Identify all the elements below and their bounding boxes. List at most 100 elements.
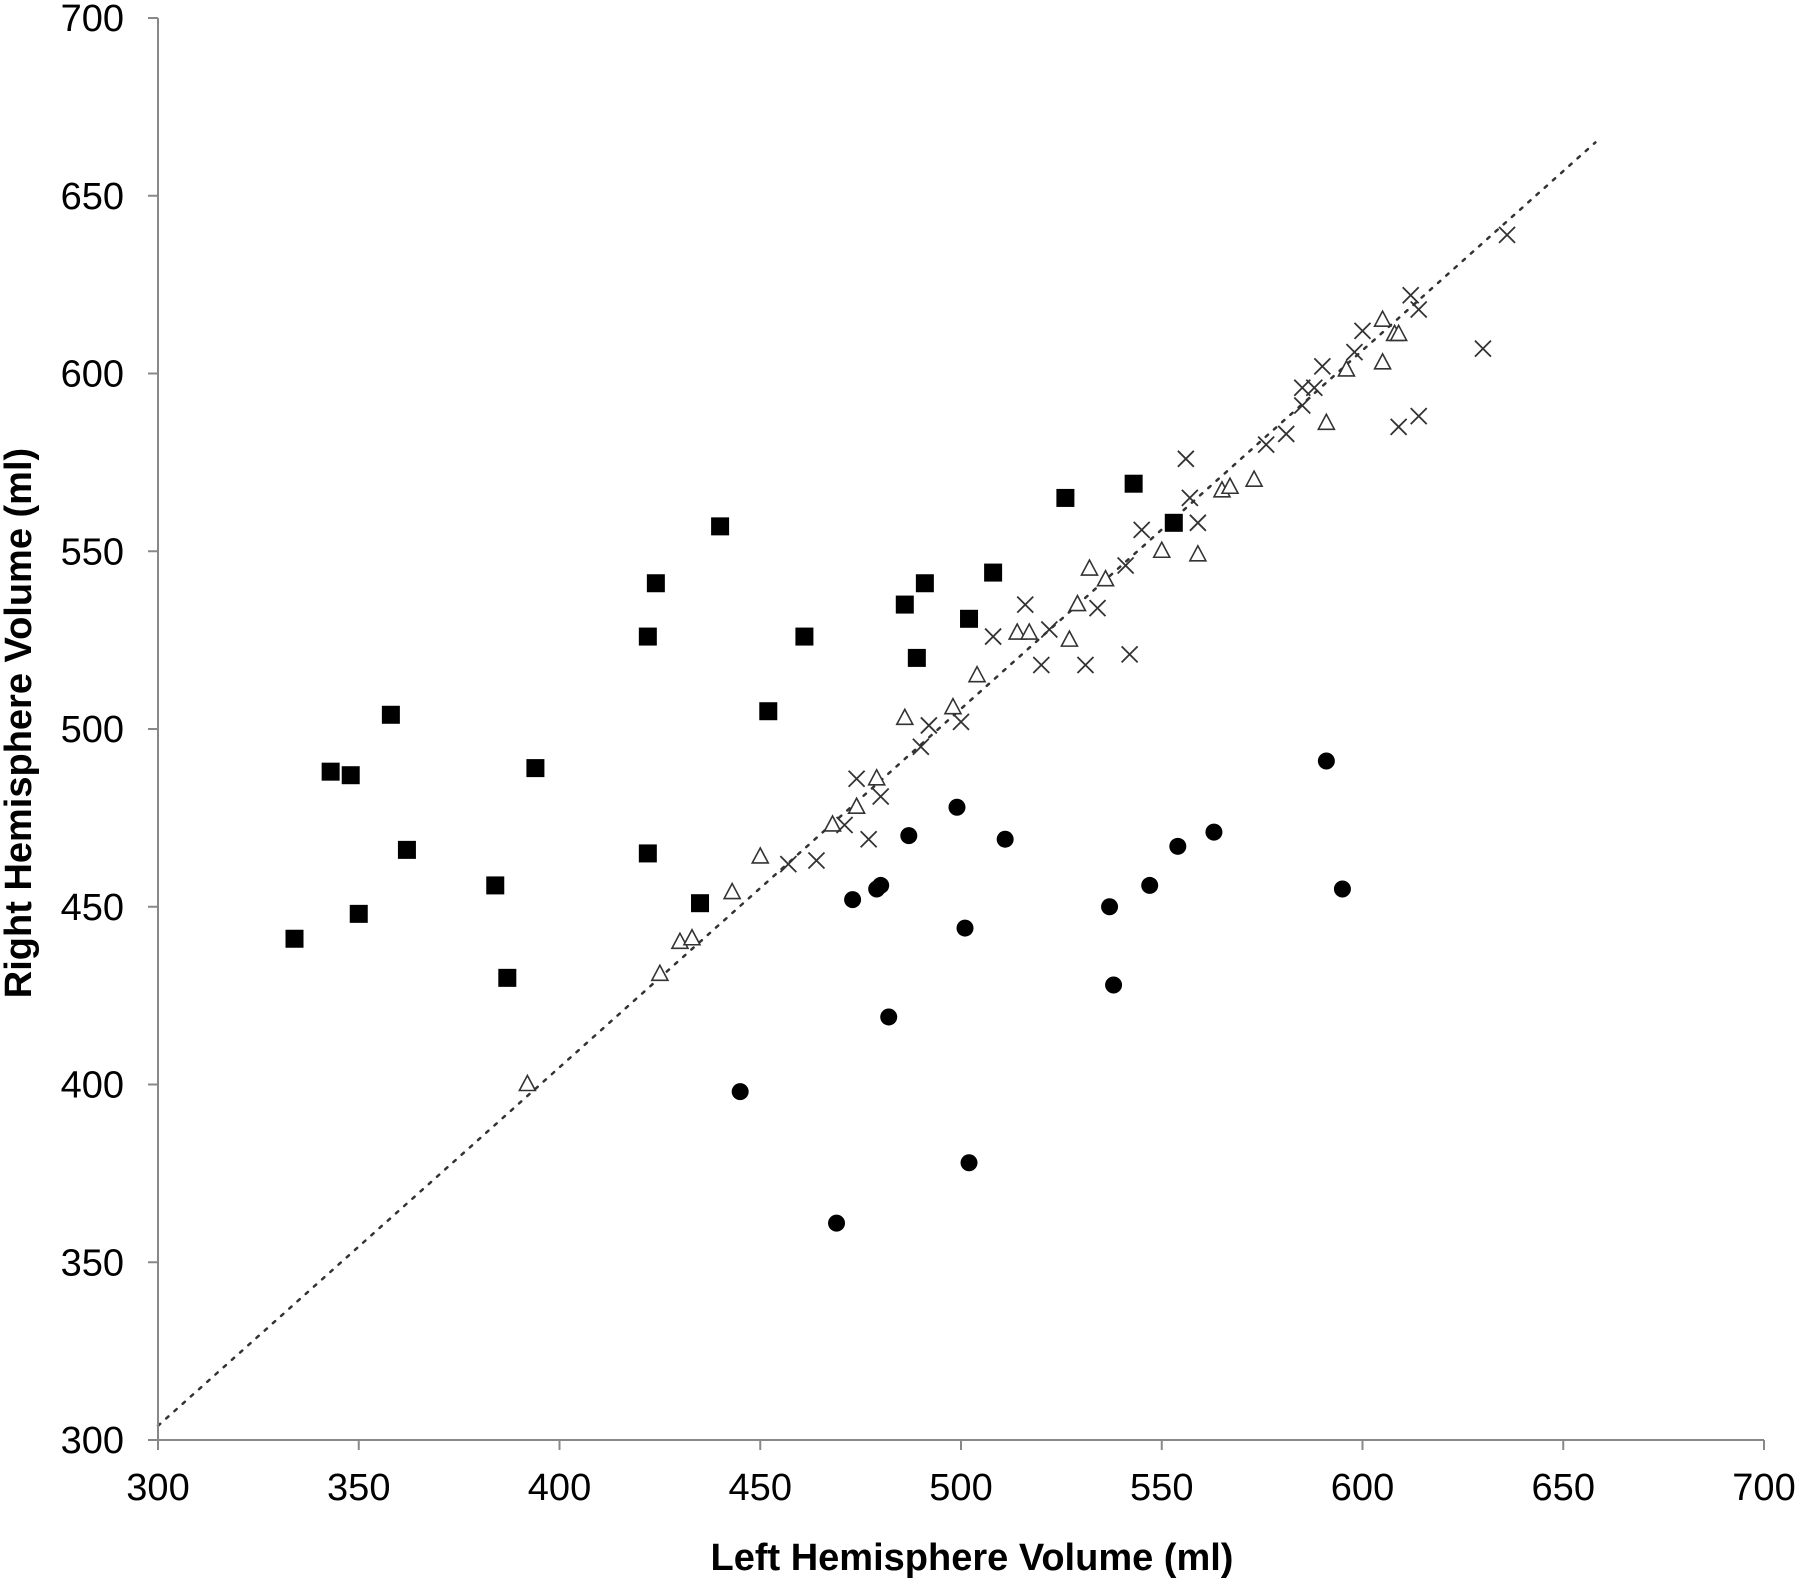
- square-point: [960, 609, 979, 628]
- data-points: [285, 226, 1516, 1232]
- square-point: [321, 762, 340, 781]
- cross-point: [984, 627, 1002, 646]
- square-point: [526, 759, 545, 778]
- cross-point: [1076, 656, 1095, 674]
- y-tick-label: 600: [61, 354, 124, 396]
- reference-line-layer: [156, 141, 1597, 1428]
- circle-point: [1105, 976, 1123, 994]
- square-point: [381, 705, 400, 724]
- triangle-point: [1068, 593, 1087, 612]
- cross-point: [1189, 514, 1207, 532]
- x-tick-label: 500: [929, 1467, 992, 1509]
- circle-point: [960, 1154, 978, 1172]
- reference-line: [156, 141, 1597, 1428]
- square-point: [341, 766, 360, 785]
- cross-point: [1181, 489, 1199, 507]
- circle-point: [872, 876, 890, 894]
- circle-point: [1101, 898, 1119, 916]
- cross-point: [912, 738, 930, 756]
- square-point: [1056, 488, 1075, 507]
- triangle-point: [650, 963, 670, 982]
- circle-point: [1317, 752, 1335, 770]
- cross-point: [1313, 357, 1331, 376]
- circle-point: [1205, 823, 1223, 841]
- cross-point: [1293, 396, 1311, 415]
- triangle-point: [1337, 359, 1356, 377]
- square-point: [795, 627, 814, 646]
- cross-point: [920, 716, 938, 735]
- circle-point: [1169, 837, 1187, 855]
- circle-point: [844, 891, 862, 909]
- cross-point: [779, 855, 797, 873]
- square-point: [895, 595, 914, 614]
- triangle-point: [1080, 558, 1099, 576]
- cross-point: [1016, 595, 1034, 614]
- cross-point: [1345, 343, 1364, 361]
- cross-point: [1277, 425, 1295, 443]
- cross-point: [1120, 645, 1139, 663]
- square-point: [638, 627, 657, 646]
- cross-point: [847, 770, 866, 788]
- cross-point: [1353, 322, 1372, 340]
- x-tick-label: 400: [528, 1467, 591, 1509]
- cross-point: [1498, 226, 1516, 244]
- cross-point: [860, 830, 878, 848]
- cross-point: [952, 713, 970, 731]
- square-point: [285, 929, 304, 948]
- y-axis-title: Right Hemisphere Volume (ml): [0, 448, 40, 998]
- x-tick-label: 700: [1732, 1467, 1795, 1509]
- cross-point: [1032, 656, 1050, 674]
- x-tick-label: 550: [1130, 1467, 1193, 1509]
- x-tick-label: 650: [1532, 1467, 1595, 1509]
- triangle-point: [1152, 540, 1172, 559]
- square-point: [1124, 474, 1143, 493]
- square-point: [498, 968, 517, 987]
- triangle-point: [943, 696, 963, 715]
- square-point: [1164, 513, 1183, 532]
- square-point: [907, 648, 926, 667]
- cross-point: [1474, 339, 1492, 358]
- square-point: [646, 574, 665, 593]
- triangle-point: [823, 814, 842, 832]
- square-point: [759, 702, 778, 721]
- circle-point: [828, 1214, 846, 1232]
- triangle-point: [1220, 476, 1240, 495]
- triangle-point: [1007, 622, 1027, 640]
- cross-point: [1305, 379, 1323, 397]
- cross-point: [1410, 407, 1428, 425]
- cross-point: [1088, 599, 1107, 617]
- triangle-point: [1244, 469, 1264, 487]
- triangle-point: [1373, 309, 1392, 327]
- circle-point: [948, 798, 966, 816]
- cross-point: [872, 787, 890, 806]
- cross-point: [1040, 620, 1058, 639]
- circle-point: [900, 827, 918, 845]
- circle-point: [1141, 876, 1159, 894]
- y-tick-label: 500: [61, 709, 124, 751]
- cross-point: [1177, 450, 1195, 468]
- square-point: [691, 894, 710, 913]
- y-tick-label: 650: [61, 176, 124, 218]
- cross-point: [807, 851, 826, 870]
- cross-point: [1390, 418, 1408, 436]
- triangle-point: [1060, 629, 1079, 647]
- square-point: [349, 904, 368, 923]
- triangle-point: [518, 1073, 537, 1092]
- cross-point: [1257, 435, 1275, 454]
- y-tick-label: 450: [61, 887, 124, 929]
- axes: 300 350 400 450 500 550 600 650 700 300 350 400 450 5…: [61, 0, 1796, 1509]
- cross-point: [1133, 521, 1151, 539]
- square-point: [486, 876, 505, 895]
- x-axis-title: Left Hemisphere Volume (ml): [711, 1537, 1234, 1579]
- triangle-point: [847, 796, 866, 815]
- cross-point: [1116, 556, 1135, 575]
- y-tick-label: 700: [61, 0, 124, 40]
- square-point: [397, 840, 416, 859]
- square-point: [984, 563, 1003, 582]
- x-tick-label: 300: [126, 1467, 189, 1509]
- x-tick-label: 600: [1331, 1467, 1394, 1509]
- circle-point: [956, 919, 974, 937]
- triangle-point: [722, 881, 742, 900]
- circle-point: [880, 1008, 898, 1026]
